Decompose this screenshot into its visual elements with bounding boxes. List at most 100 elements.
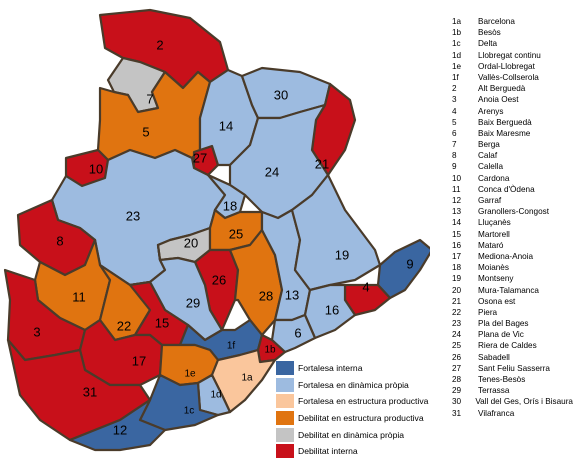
region-28[interactable] — [228, 228, 284, 337]
index-row: 2 Alt Berguedà — [452, 83, 573, 94]
index-row: 9 Calella — [452, 161, 573, 172]
index-code: 6 — [452, 128, 457, 138]
index-row: 8 Calaf — [452, 150, 573, 161]
legend-swatch — [276, 444, 294, 459]
legend-item: Fortalesa en estructura productiva — [276, 393, 456, 410]
index-code: 4 — [452, 106, 457, 116]
legend-item: Debilitat interna — [276, 443, 456, 460]
index-row: 16 Mataró — [452, 240, 573, 251]
region-31[interactable] — [6, 338, 152, 442]
index-code: 11 — [452, 184, 461, 194]
legend-item: Debilitat en dinàmica pròpia — [276, 426, 456, 443]
index-name: Martorell — [478, 229, 510, 239]
index-name: Sabadell — [478, 352, 510, 362]
map-legend: Fortalesa interna Fortalesa en dinàmica p… — [276, 360, 456, 460]
index-name: Mura-Talamanca — [478, 285, 539, 295]
region-9[interactable] — [376, 238, 430, 300]
index-code: 15 — [452, 229, 462, 239]
index-name: Mediona-Anoia — [478, 251, 534, 261]
index-name: Garraf — [478, 196, 502, 205]
index-name: Tenes-Besòs — [478, 375, 526, 384]
legend-label: Debilitat interna — [298, 446, 358, 457]
index-row: 5 Baix Berguedà — [452, 117, 573, 128]
index-code: 8 — [452, 151, 457, 161]
legend-label: Fortalesa interna — [298, 363, 363, 374]
index-code: 7 — [452, 140, 457, 150]
legend-swatch — [276, 427, 294, 442]
index-name: Vall del Ges, Orís i Bisaura — [475, 397, 573, 407]
region-index: 1a Barcelona 1b Besòs 1c Delta 1d Llobregat con… — [452, 16, 573, 419]
index-name: Riera de Caldes — [478, 341, 537, 351]
index-code: 27 — [452, 363, 462, 373]
index-code: 13 — [452, 207, 462, 217]
index-name: Terrassa — [478, 386, 510, 396]
index-row: 18 Moianès — [452, 262, 573, 273]
index-name: Ordal-Llobregat — [478, 61, 535, 71]
index-row: 29 Terrassa — [452, 385, 573, 396]
index-row: 7 Berga — [452, 139, 573, 150]
index-code: 29 — [452, 386, 462, 396]
index-name: Granollers-Congost — [478, 207, 549, 217]
index-code: 16 — [452, 240, 462, 250]
index-name: Mataró — [478, 240, 504, 250]
index-code: 1c — [452, 39, 461, 49]
index-code: 30 — [452, 397, 462, 407]
legend-swatch — [276, 394, 294, 409]
index-code: 20 — [452, 285, 462, 295]
index-row: 20 Mura-Talamanca — [452, 285, 573, 296]
legend-swatch — [276, 361, 294, 376]
index-code: 14 — [452, 218, 462, 228]
index-row: 30 Vall del Ges, Orís i Bisaura — [452, 396, 573, 407]
index-row: 25 Riera de Caldes — [452, 340, 573, 351]
index-code: 31 — [452, 408, 462, 418]
index-code: 23 — [452, 319, 462, 329]
legend-item: Debilitat en estructura productiva — [276, 410, 456, 427]
region-12[interactable] — [68, 398, 167, 452]
index-row: 6 Baix Maresme — [452, 128, 573, 139]
index-row: 15 Martorell — [452, 229, 573, 240]
index-row: 14 Lluçanès — [452, 217, 573, 228]
index-row: 1e Ordal-Llobregat — [452, 61, 573, 72]
index-code: 25 — [452, 341, 462, 351]
legend-swatch — [276, 377, 294, 392]
legend-swatch — [276, 411, 294, 426]
index-row: 23 Pla del Bages — [452, 318, 573, 329]
index-name: Piera — [478, 307, 498, 317]
index-code: 19 — [452, 274, 462, 284]
index-name: Barcelona — [478, 17, 515, 26]
index-row: 1a Barcelona — [452, 16, 573, 27]
legend-item: Fortalesa interna — [276, 360, 456, 377]
index-code: 1b — [452, 28, 462, 38]
index-name: Alt Berguedà — [478, 84, 526, 94]
index-code: 10 — [452, 173, 462, 183]
index-code: 9 — [452, 162, 457, 172]
index-row: 1d Llobregat continu — [452, 50, 573, 61]
index-name: Besòs — [478, 28, 501, 38]
index-name: Llobregat continu — [478, 50, 541, 60]
index-name: Pla del Bages — [478, 319, 529, 329]
index-row: 10 Cardona — [452, 173, 573, 184]
index-name: Lluçanès — [478, 218, 511, 228]
index-row: 27 Sant Feliu Sasserra — [452, 363, 573, 374]
index-name: Calella — [478, 162, 504, 172]
index-name: Osona est — [478, 296, 516, 306]
index-row: 19 Montseny — [452, 273, 573, 284]
index-name: Montseny — [478, 274, 514, 284]
index-name: Delta — [478, 39, 498, 49]
index-row: 17 Mediona-Anoia — [452, 251, 573, 262]
index-row: 26 Sabadell — [452, 352, 573, 363]
index-name: Baix Berguedà — [478, 117, 532, 127]
index-row: 31 Vilafranca — [452, 408, 573, 419]
legend-item: Fortalesa en dinàmica pròpia — [276, 377, 456, 394]
index-code: 1d — [452, 50, 462, 60]
index-code: 1e — [452, 61, 462, 71]
index-row: 1f Vallès-Collserola — [452, 72, 573, 83]
region-19[interactable] — [290, 173, 382, 292]
index-code: 1f — [452, 72, 459, 82]
index-code: 1a — [452, 17, 462, 26]
index-name: Vilafranca — [478, 408, 515, 418]
index-name: Conca d'Òdena — [478, 184, 535, 194]
index-name: Arenys — [478, 106, 504, 116]
index-row: 22 Piera — [452, 307, 573, 318]
index-row: 11 Conca d'Òdena — [452, 184, 573, 195]
